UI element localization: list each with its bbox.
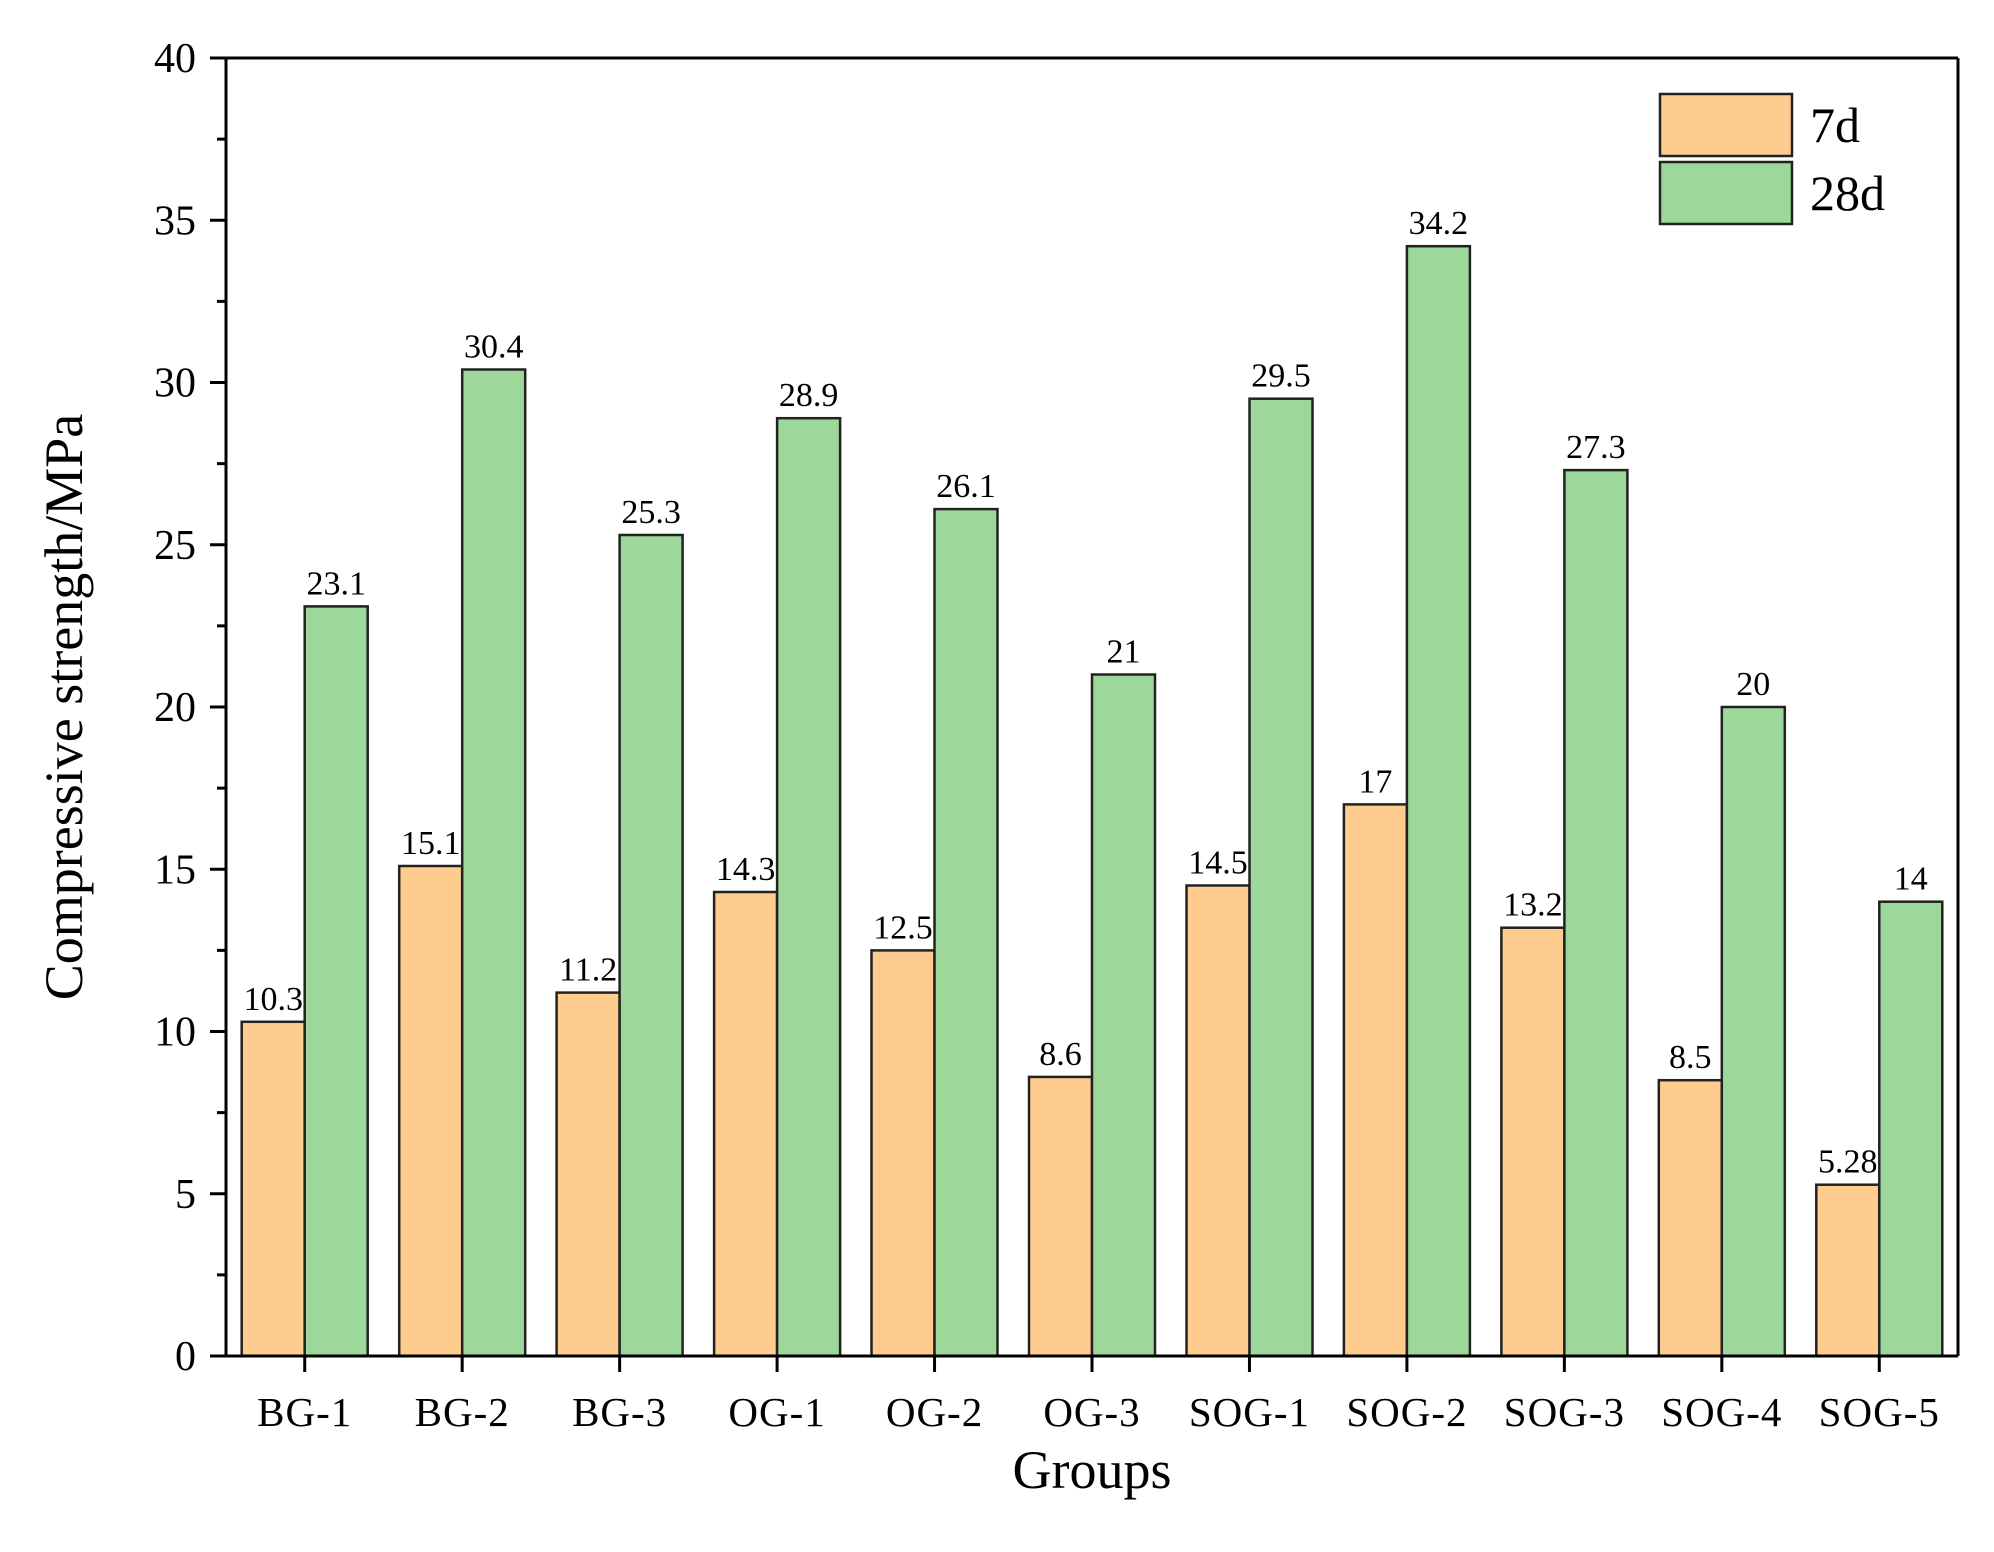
x-tick-label-BG-1: BG-1	[257, 1389, 352, 1435]
x-tick-label-SOG-3: SOG-3	[1504, 1389, 1625, 1435]
data-label-7d-BG-3: 11.2	[559, 952, 617, 989]
bar-28d-BG-2	[460, 368, 527, 1358]
bar-28d-SOG-1	[1248, 397, 1314, 1358]
y-tick-label: 5	[175, 1172, 196, 1218]
bar-7d-SOG-1	[1185, 884, 1251, 1358]
x-tick-label-BG-3: BG-3	[572, 1389, 667, 1435]
data-label-7d-BG-2: 15.1	[401, 825, 461, 862]
y-tick-label: 40	[154, 36, 196, 82]
x-tick-label-SOG-2: SOG-2	[1346, 1389, 1467, 1435]
data-label-7d-BG-1: 10.3	[243, 981, 303, 1018]
data-label-28d-BG-1: 23.1	[306, 565, 366, 602]
data-label-7d-SOG-3: 13.2	[1503, 887, 1563, 924]
data-label-7d-SOG-4: 8.5	[1669, 1039, 1712, 1076]
y-tick-label: 30	[154, 361, 196, 407]
bar-28d-BG-3	[618, 533, 684, 1358]
data-label-28d-SOG-5: 14	[1894, 861, 1928, 898]
data-label-28d-SOG-2: 34.2	[1409, 205, 1469, 242]
legend-swatch-28d	[1658, 160, 1794, 226]
data-label-28d-SOG-1: 29.5	[1251, 358, 1311, 395]
x-tick-label-SOG-5: SOG-5	[1819, 1389, 1940, 1435]
bar-28d-BG-1	[303, 605, 369, 1358]
data-label-7d-OG-3: 8.6	[1039, 1036, 1082, 1073]
bar-7d-SOG-3	[1500, 926, 1566, 1358]
y-tick-label: 0	[175, 1334, 196, 1380]
bars-layer	[240, 244, 1944, 1358]
x-axis-title: Groups	[1013, 1440, 1172, 1500]
bar-28d-SOG-2	[1405, 244, 1472, 1358]
data-label-7d-SOG-2: 17	[1358, 763, 1392, 800]
data-label-7d-SOG-5: 5.28	[1818, 1144, 1878, 1181]
bar-28d-OG-3	[1090, 673, 1157, 1358]
data-labels-layer: 10.3 15.1 11.2 14.3 12.5 8.6 14.5 17 13.2 8.5 5.28…	[243, 205, 1927, 1180]
data-label-28d-BG-3: 25.3	[621, 494, 681, 531]
data-label-7d-OG-2: 12.5	[873, 909, 933, 946]
data-label-28d-OG-3: 21	[1107, 634, 1141, 671]
y-tick-label: 35	[154, 198, 196, 244]
data-label-7d-OG-1: 14.3	[716, 851, 776, 888]
data-label-28d-OG-2: 26.1	[936, 468, 996, 505]
bar-28d-SOG-4	[1720, 705, 1787, 1358]
x-tick-label-OG-1: OG-1	[728, 1389, 825, 1435]
bar-7d-OG-1	[712, 890, 779, 1358]
bar-28d-OG-1	[775, 416, 842, 1358]
legend-label-28d: 28d	[1810, 165, 1885, 221]
x-tick-label-SOG-4: SOG-4	[1661, 1389, 1782, 1435]
bar-28d-SOG-5	[1878, 900, 1944, 1358]
y-axis-title: Compressive strength/MPa	[34, 414, 94, 1000]
x-tick-label-SOG-1: SOG-1	[1189, 1389, 1310, 1435]
bar-7d-BG-2	[397, 864, 464, 1358]
bar-7d-SOG-4	[1657, 1078, 1724, 1358]
bar-28d-OG-2	[933, 507, 999, 1358]
data-label-7d-SOG-1: 14.5	[1188, 845, 1248, 882]
data-label-28d-OG-1: 28.9	[779, 377, 839, 414]
data-label-28d-SOG-3: 27.3	[1566, 429, 1626, 466]
bar-7d-OG-3	[1027, 1075, 1094, 1358]
x-tick-label-OG-2: OG-2	[886, 1389, 983, 1435]
y-tick-label: 25	[154, 523, 196, 569]
bar-7d-SOG-5	[1815, 1183, 1881, 1358]
y-tick-label: 10	[154, 1010, 196, 1056]
legend-swatch-7d	[1658, 92, 1794, 158]
x-tick-label-BG-2: BG-2	[415, 1389, 510, 1435]
bar-7d-BG-3	[555, 991, 621, 1358]
bar-7d-SOG-2	[1342, 803, 1409, 1358]
bar-7d-BG-1	[240, 1020, 306, 1358]
y-tick-label: 15	[154, 847, 196, 893]
y-tick-label: 20	[154, 685, 196, 731]
axes-layer: 0 5 10 15 20 25 30 35 40 BG-1 BG-2 BG-3 OG-1 OG-2 OG-3…	[154, 36, 1960, 1435]
bar-28d-SOG-3	[1563, 468, 1629, 1358]
x-tick-label-OG-3: OG-3	[1043, 1389, 1140, 1435]
bar-7d-OG-2	[870, 949, 936, 1358]
data-label-28d-BG-2: 30.4	[464, 329, 524, 366]
data-label-28d-SOG-4: 20	[1736, 666, 1770, 703]
legend-label-7d: 7d	[1810, 97, 1860, 153]
